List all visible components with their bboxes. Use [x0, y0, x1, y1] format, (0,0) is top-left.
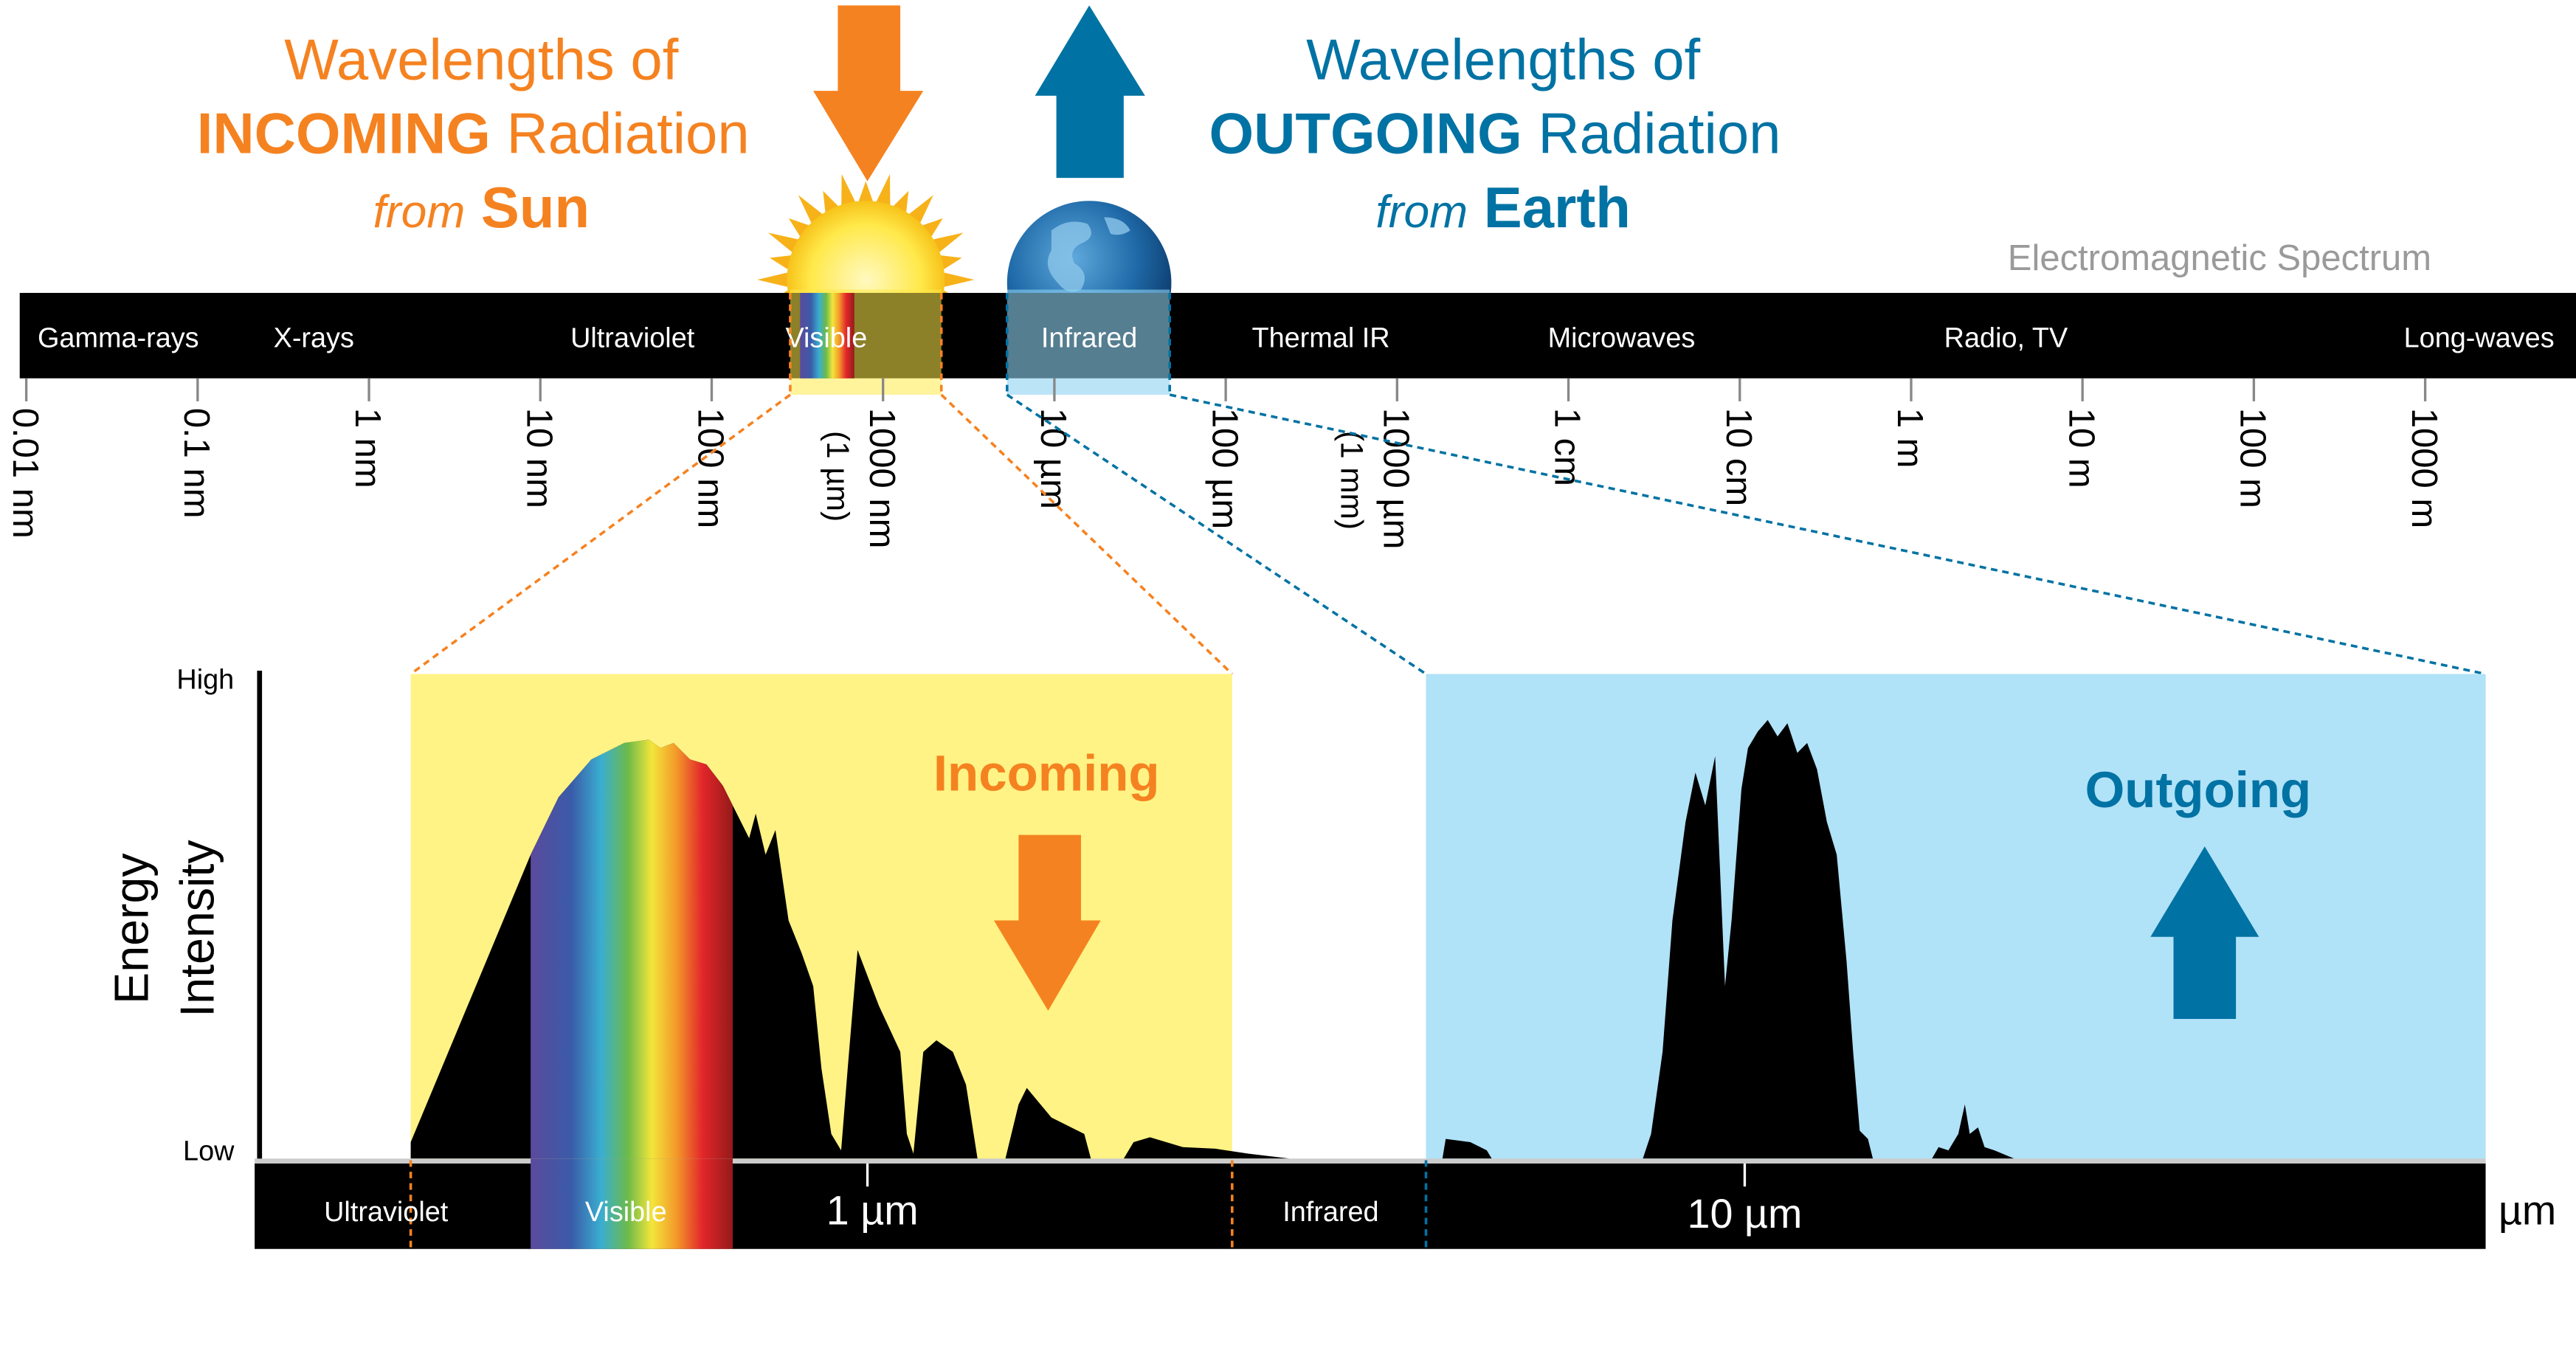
- outgoing-title-line3: from Earth: [1375, 175, 1630, 240]
- axis-label-infrared: Infrared: [1282, 1197, 1378, 1228]
- arrow-down-icon: [993, 834, 1101, 1011]
- axis-label-10um: 10 µm: [1688, 1191, 1803, 1237]
- visible-rainbow-strip: [800, 292, 854, 379]
- tick-label: 10 µm: [1033, 408, 1073, 509]
- y-axis-label-line1: Energy: [105, 853, 158, 1004]
- visible-rainbow-under-curve: [531, 739, 733, 1159]
- tick-sublabel: (1 mm): [1335, 431, 1370, 530]
- arrow-up-icon: [2150, 846, 2259, 1020]
- tick-label: 1000 m: [2404, 408, 2444, 528]
- tick-label: 1 cm: [1547, 408, 1587, 486]
- earth-globe-icon: [1006, 201, 1172, 293]
- incoming-label: Incoming: [933, 745, 1160, 802]
- band-label: Gamma-rays: [38, 322, 199, 353]
- arrow-up-icon: [1035, 5, 1145, 179]
- band-label: Thermal IR: [1251, 322, 1389, 353]
- band-label: Radio, TV: [1944, 322, 2068, 353]
- axis-label-1um: 1 µm: [826, 1187, 919, 1233]
- tick-label: 1 nm: [348, 408, 387, 488]
- sun-icon: [757, 173, 975, 293]
- band-label: Ultraviolet: [570, 322, 695, 353]
- tick-label: 0.01 nm: [5, 408, 45, 539]
- tick-sublabel: (1 µm): [821, 431, 855, 522]
- tick-label: 1000 µm: [1376, 408, 1416, 550]
- outgoing-title: Wavelengths of OUTGOING Radiation from E…: [1209, 27, 1781, 240]
- band-label: Infrared: [1041, 322, 1137, 353]
- visible-rainbow-bar: [531, 1158, 733, 1249]
- incoming-title-line1: Wavelengths of: [284, 27, 678, 92]
- band-label: Long-waves: [2404, 322, 2555, 353]
- band-label: Visible: [785, 322, 867, 353]
- outgoing-panel: [1426, 674, 2486, 1161]
- tick-label: 10 m: [2061, 408, 2101, 488]
- band-label: X-rays: [274, 322, 354, 353]
- axis-label-70um: 70 µm: [2441, 1187, 2556, 1233]
- incoming-title: Wavelengths of INCOMING Radiation from S…: [197, 27, 750, 240]
- outgoing-title-line2: OUTGOING Radiation: [1209, 101, 1781, 166]
- band-label: Microwaves: [1548, 322, 1696, 353]
- outgoing-label: Outgoing: [2085, 761, 2312, 818]
- infrared-highlight: [1006, 289, 1170, 395]
- tick-label: 1 m: [1890, 408, 1930, 469]
- tick-label: 100 m: [2233, 408, 2273, 508]
- tick-label: 100 nm: [691, 408, 731, 528]
- baseline: [255, 1158, 2486, 1164]
- outgoing-title-line1: Wavelengths of: [1306, 27, 1700, 92]
- axis-label-visible: Visible: [585, 1197, 667, 1228]
- tick-label: 1000 nm: [862, 408, 902, 549]
- arrow-down-icon: [813, 5, 924, 182]
- y-high-label: High: [176, 665, 234, 696]
- tick-label: 0.1 nm: [176, 408, 216, 519]
- axis-label-ultraviolet: Ultraviolet: [324, 1197, 449, 1228]
- incoming-title-line3: from Sun: [373, 175, 590, 240]
- outgoing-earth-spectrum-curve: [1442, 719, 2014, 1159]
- tick-label: 10 cm: [1719, 408, 1758, 506]
- y-low-label: Low: [183, 1136, 235, 1167]
- incoming-title-line2: INCOMING Radiation: [197, 101, 750, 166]
- spectrum-title: Electromagnetic Spectrum: [2008, 238, 2431, 278]
- y-axis-label-line2: Intensity: [170, 840, 224, 1017]
- tick-label: 10 nm: [519, 408, 559, 508]
- zoom-connectors: [410, 292, 2486, 676]
- tick-label: 100 µm: [1204, 408, 1244, 529]
- spectrum-bar: [19, 292, 2576, 379]
